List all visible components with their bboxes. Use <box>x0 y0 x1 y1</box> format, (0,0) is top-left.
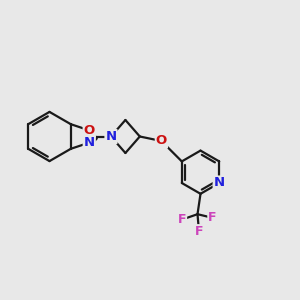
Text: N: N <box>214 176 225 190</box>
Text: F: F <box>195 225 203 238</box>
Text: N: N <box>105 130 117 143</box>
Text: N: N <box>84 136 95 149</box>
Text: O: O <box>84 124 95 137</box>
Text: O: O <box>156 134 167 148</box>
Text: F: F <box>178 213 186 226</box>
Text: F: F <box>208 211 217 224</box>
